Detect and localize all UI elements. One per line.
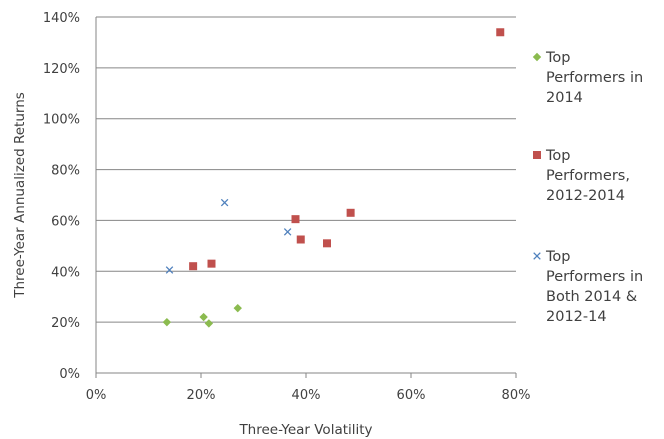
y-tick-label: 60%: [51, 214, 80, 229]
y-tick-label: 100%: [43, 113, 80, 128]
x-point: [165, 266, 174, 274]
legend-label: 2012-14: [546, 309, 607, 325]
square-point: [189, 262, 198, 271]
y-tick-label: 120%: [43, 62, 80, 77]
y-tick-label: 80%: [51, 164, 80, 179]
square-point: [346, 208, 355, 217]
diamond-point: [204, 319, 214, 328]
y-tick-label: 20%: [51, 316, 80, 331]
legend-marker-square: [533, 151, 541, 159]
diamond-point: [233, 303, 242, 313]
diamond-point: [199, 312, 208, 322]
x-tick-labels: 0% 20% 40% 60% 80%: [86, 388, 531, 403]
legend-label: Performers in: [546, 70, 643, 86]
legend-label: Performers in: [546, 269, 643, 285]
x-point: [220, 198, 229, 207]
axes: [95, 17, 517, 378]
legend-label: Both 2014 &: [546, 289, 637, 305]
y-axis-title: Three-Year Annualized Returns: [12, 92, 28, 299]
y-tick-labels: 0% 20% 40% 60% 80% 100% 120% 140%: [43, 11, 80, 382]
legend-label: Top: [545, 50, 570, 66]
x-tick-label: 40%: [292, 388, 321, 403]
legend-label: 2012-2014: [546, 188, 625, 204]
x-axis-title: Three-Year Volatility: [238, 422, 372, 438]
x-tick-label: 60%: [397, 388, 426, 403]
legend-label: 2014: [546, 90, 583, 106]
y-tick-label: 40%: [51, 265, 80, 280]
x-point: [283, 228, 292, 236]
square-point: [296, 235, 305, 244]
square-point: [323, 239, 331, 248]
diamond-point: [162, 317, 172, 327]
square-point: [207, 259, 216, 268]
gridlines: [96, 16, 516, 323]
legend-marker-x: [533, 252, 541, 260]
y-tick-label: 0%: [59, 367, 80, 382]
square-point: [496, 28, 505, 37]
y-tick-label: 140%: [43, 11, 80, 26]
x-tick-label: 0%: [86, 388, 107, 403]
data-points: [162, 28, 505, 328]
legend-marker-diamond: [532, 52, 542, 62]
square-point: [291, 215, 300, 224]
legend-label: Top: [545, 249, 570, 265]
legend: Top Performers in 2014 Top Performers, 2012-2…: [532, 50, 643, 325]
legend-label: Performers,: [546, 168, 630, 184]
x-tick-label: 20%: [187, 388, 216, 403]
legend-label: Top: [545, 148, 570, 164]
x-tick-label: 80%: [502, 388, 531, 403]
